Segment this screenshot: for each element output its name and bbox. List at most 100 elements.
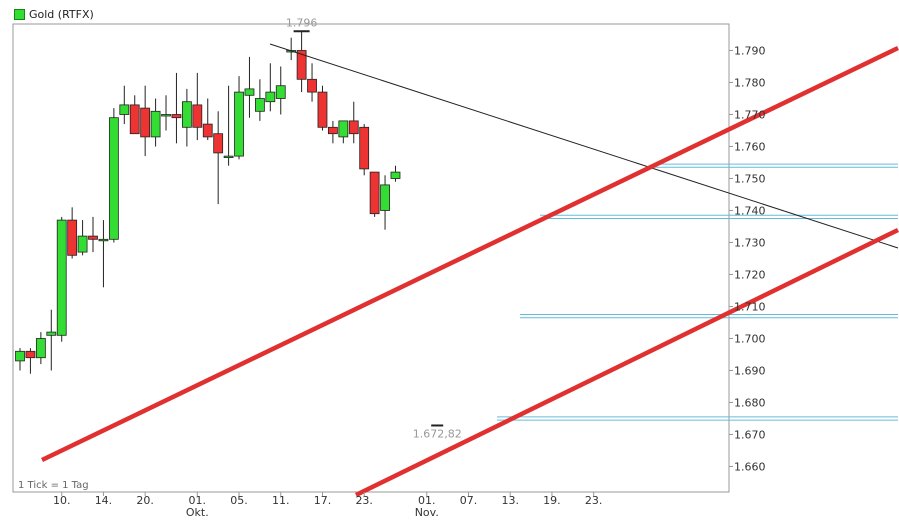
tick-footnote: 1 Tick = 1 Tag bbox=[18, 480, 89, 491]
candle bbox=[348, 101, 359, 144]
candle-body-down bbox=[307, 78, 317, 93]
y-tick-label: 1.690 bbox=[734, 365, 766, 378]
x-tick-label: 11. bbox=[272, 494, 290, 507]
candle-body-down bbox=[67, 219, 78, 256]
candle-body-down bbox=[213, 133, 224, 154]
x-tick-sublabel: Nov. bbox=[415, 506, 439, 519]
x-tick-label: 23. bbox=[355, 494, 373, 507]
candle bbox=[192, 72, 203, 141]
x-tick-label: 05. bbox=[230, 494, 248, 507]
x-tick-label: 17. bbox=[314, 494, 332, 507]
candle bbox=[223, 85, 234, 166]
y-tick-label: 1.760 bbox=[734, 141, 766, 154]
candle-body-up bbox=[181, 101, 192, 128]
x-tick-label: 01. bbox=[189, 494, 207, 507]
x-tick-sublabel: Okt. bbox=[186, 506, 209, 519]
y-tick-label: 1.670 bbox=[734, 429, 766, 442]
y-tick-label: 1.680 bbox=[734, 397, 766, 410]
candle bbox=[213, 111, 224, 205]
candle bbox=[307, 63, 317, 102]
legend: Gold (RTFX) bbox=[14, 8, 94, 21]
candle-body-down bbox=[348, 120, 359, 135]
candle bbox=[171, 72, 182, 144]
low-annotation: 1.672,82 bbox=[413, 427, 462, 440]
y-tick-label: 1.780 bbox=[734, 77, 766, 90]
candle bbox=[265, 63, 276, 112]
y-tick-label: 1.740 bbox=[734, 205, 766, 218]
candle bbox=[202, 98, 213, 141]
x-tick-label: 01. bbox=[418, 494, 436, 507]
x-tick-label: 19. bbox=[543, 494, 561, 507]
candle-body-down bbox=[140, 107, 151, 138]
candle bbox=[108, 108, 119, 243]
x-tick-label: 10. bbox=[53, 494, 71, 507]
candle bbox=[46, 309, 57, 371]
candle bbox=[244, 56, 255, 118]
candle-body-up bbox=[15, 350, 25, 362]
candle-body-down bbox=[202, 123, 213, 138]
candle-body-up bbox=[46, 331, 57, 336]
candle bbox=[234, 76, 244, 160]
candle bbox=[77, 220, 88, 256]
candle-body-up bbox=[265, 91, 276, 103]
candle bbox=[25, 348, 36, 374]
candle bbox=[369, 171, 380, 217]
candle-body-up bbox=[244, 88, 255, 96]
candle-body-down bbox=[369, 171, 380, 215]
candle bbox=[338, 120, 349, 144]
y-tick-label: 1.720 bbox=[734, 269, 766, 282]
candle-body-down bbox=[327, 126, 338, 135]
y-tick-label: 1.710 bbox=[734, 301, 766, 314]
candle-body-up bbox=[338, 120, 349, 138]
candle-body-up bbox=[275, 85, 286, 99]
candle bbox=[296, 31, 307, 93]
y-tick-label: 1.700 bbox=[734, 333, 766, 346]
y-tick-label: 1.730 bbox=[734, 237, 766, 250]
candle-body-down bbox=[88, 235, 98, 240]
candle bbox=[98, 220, 109, 288]
legend-swatch bbox=[14, 9, 25, 20]
candle-body-up bbox=[390, 171, 401, 179]
candle-body-down bbox=[129, 104, 140, 135]
candle-body-up bbox=[150, 110, 161, 138]
candle bbox=[317, 85, 328, 131]
candle bbox=[35, 332, 46, 365]
candle-body-up bbox=[98, 238, 109, 242]
candle bbox=[390, 165, 401, 182]
candle-body-down bbox=[171, 114, 182, 119]
channel-upper-line bbox=[41, 45, 899, 463]
candle-body-down bbox=[317, 91, 328, 128]
channel-lower-line bbox=[355, 227, 899, 498]
x-tick-label: 07. bbox=[460, 494, 478, 507]
candle bbox=[359, 124, 370, 176]
candle bbox=[88, 216, 98, 253]
candle bbox=[119, 85, 130, 125]
trend-line bbox=[269, 43, 899, 249]
candle-body-down bbox=[25, 350, 36, 359]
candle bbox=[161, 95, 171, 131]
x-tick-label: 13. bbox=[501, 494, 519, 507]
x-tick-label: 20. bbox=[136, 494, 154, 507]
y-tick-label: 1.790 bbox=[734, 45, 766, 58]
y-tick-label: 1.660 bbox=[734, 461, 766, 474]
candle-body-up bbox=[77, 235, 88, 253]
x-tick-label: 14. bbox=[95, 494, 113, 507]
candle bbox=[150, 98, 161, 147]
candle bbox=[67, 207, 78, 259]
candle-body-up bbox=[35, 338, 46, 359]
candle-body-up bbox=[234, 91, 244, 157]
plot-frame bbox=[12, 23, 730, 493]
candle-body-up bbox=[380, 184, 390, 211]
legend-label: Gold (RTFX) bbox=[29, 8, 94, 21]
candle-body-up bbox=[161, 114, 171, 117]
candle bbox=[15, 348, 25, 371]
candle-body-down bbox=[359, 126, 370, 170]
candle bbox=[254, 79, 265, 121]
candle-body-up bbox=[119, 104, 130, 115]
candle bbox=[129, 95, 140, 135]
x-tick-label: 23. bbox=[585, 494, 603, 507]
candle bbox=[275, 66, 286, 115]
high-annotation: 1.796 bbox=[286, 16, 318, 29]
candle bbox=[140, 85, 151, 157]
